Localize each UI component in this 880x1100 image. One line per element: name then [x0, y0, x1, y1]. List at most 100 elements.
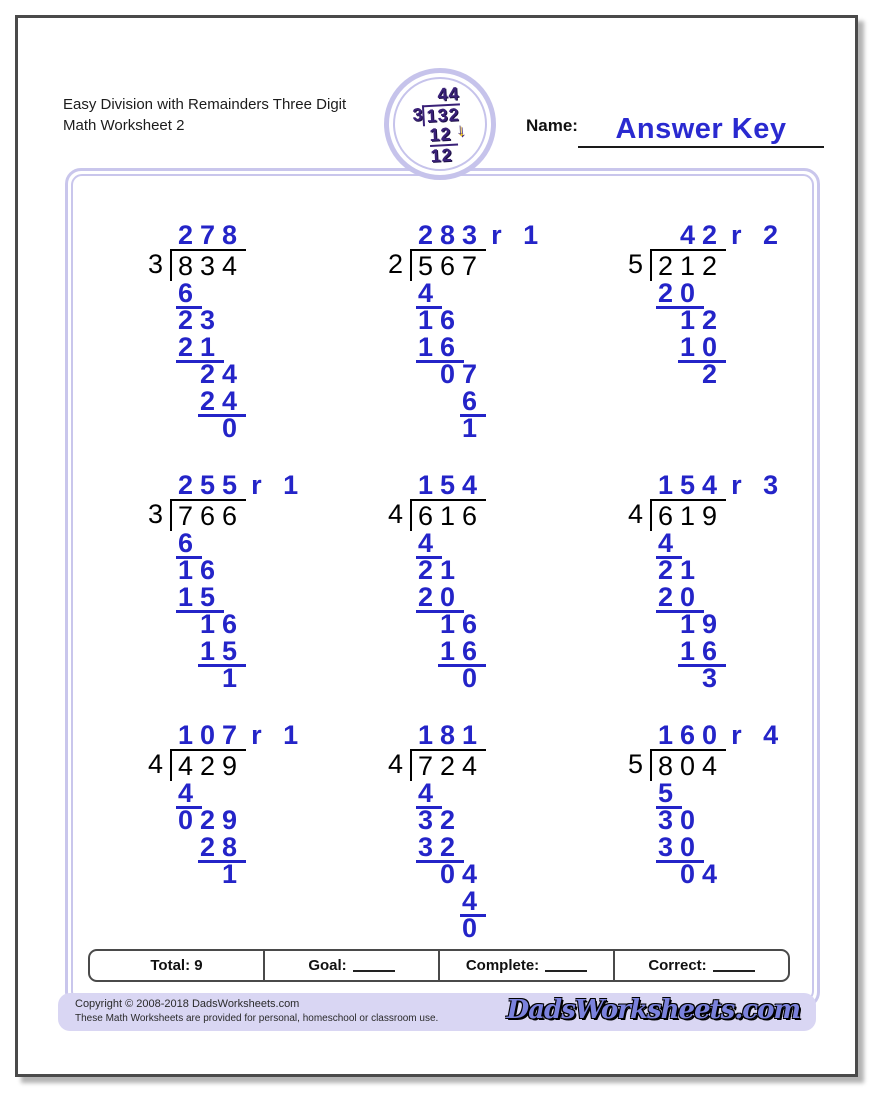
work-number: 4 [656, 528, 683, 559]
work-number: 21 [418, 555, 463, 585]
quotient-value: 278 [178, 220, 245, 250]
work-line: 5 [656, 780, 791, 809]
score-cell-total: Total: 9 [90, 951, 263, 980]
work-number: 6 [176, 528, 203, 559]
work-lines: 4 21 20 16 16 0 [388, 530, 551, 693]
work-line: 10 [658, 334, 791, 363]
dividend-row: 3 834 [148, 249, 311, 281]
answer-key-text: Answer Key [615, 113, 787, 145]
work-number: 16 [416, 332, 465, 363]
remainder-value: r 2 [731, 220, 786, 250]
work-number: 6 [460, 386, 487, 417]
score-cell-complete: Complete: [438, 951, 613, 980]
dividend-row: 4 619 [628, 499, 791, 531]
work-line: 15 [176, 582, 311, 613]
logo-dividend: 132 [421, 103, 462, 127]
division-problem: 107 r 1 4 429 4 029 28 1 [148, 722, 311, 972]
work-line: 6 [176, 280, 311, 309]
dividend-row: 5 804 [628, 749, 791, 781]
dividend-value: 834 [170, 249, 247, 281]
work-line: 04 [658, 859, 791, 889]
work-line: 4 [416, 280, 551, 309]
work-line: 3 [658, 663, 791, 693]
quotient-value: 283 [418, 220, 485, 250]
work-line: 6 [176, 528, 311, 559]
work-line: 20 [416, 584, 551, 613]
work-line: 20 [656, 584, 791, 613]
content-frame: 278 3 834 6 23 21 24 24 0 283 r 1 2 567 4 16 16… [65, 168, 820, 1008]
dividend-row: 4 724 [388, 749, 551, 781]
dividend-value: 766 [170, 499, 247, 531]
work-line: 4 [656, 528, 791, 559]
work-line: 4 [176, 780, 311, 809]
work-number: 04 [680, 859, 725, 889]
divisor-value: 3 [148, 499, 171, 529]
work-number: 3 [702, 663, 725, 693]
work-line: 23 [178, 307, 311, 335]
work-line: 21 [176, 334, 311, 363]
blank-line [712, 959, 755, 972]
work-number: 24 [198, 386, 247, 417]
work-number: 30 [656, 832, 705, 863]
work-number: 15 [176, 582, 225, 613]
work-number: 21 [658, 555, 703, 585]
divisor-value: 2 [388, 249, 411, 279]
score-label: Total: 9 [150, 957, 203, 974]
work-line: 28 [178, 832, 311, 863]
work-line: 30 [658, 807, 791, 835]
problems-grid: 278 3 834 6 23 21 24 24 0 283 r 1 2 567 4 16 16… [71, 222, 791, 972]
quotient-row: 278 [148, 222, 311, 249]
work-line: 4 [416, 780, 551, 809]
quotient-row: 160 r 4 [628, 722, 791, 749]
worksheet-title-line1: Easy Division with Remainders Three Digi… [63, 96, 347, 113]
footer-text: Copyright © 2008-2018 DadsWorksheets.com… [75, 998, 438, 1024]
quotient-value: 154 [658, 470, 725, 500]
divisor-value: 4 [388, 749, 411, 779]
work-number: 16 [418, 305, 463, 335]
logo-quotient: 44 [436, 83, 460, 105]
logo-division-art: 44 3 132 12 12 [411, 83, 485, 167]
work-line: 30 [656, 832, 791, 863]
work-lines: 5 30 30 04 [628, 780, 791, 889]
work-line: 20 [656, 280, 791, 309]
work-number: 32 [418, 805, 463, 835]
division-problem: 181 4 724 4 32 32 04 4 0 [388, 722, 551, 972]
work-line: 15 [178, 638, 311, 667]
work-line: 0 [418, 665, 551, 693]
work-line: 19 [658, 609, 791, 639]
work-line: 16 [418, 305, 551, 335]
work-line: 6 [418, 386, 551, 417]
dads-worksheets-logo-icon: 44 3 132 12 12 ↓ [384, 68, 496, 180]
work-line: 16 [658, 636, 791, 667]
work-line: 1 [178, 861, 311, 889]
score-label: Complete: [465, 957, 540, 974]
quotient-row: 283 r 1 [388, 222, 551, 249]
work-line: 1 [418, 415, 551, 443]
work-line: 16 [178, 557, 311, 585]
work-line: 21 [418, 555, 551, 585]
quotient-row: 154 [388, 472, 551, 499]
quotient-row: 154 r 3 [628, 472, 791, 499]
footer-band: Copyright © 2008-2018 DadsWorksheets.com… [58, 993, 816, 1031]
work-line: 029 [178, 807, 311, 835]
worksheet-title: Easy Division with Remainders Three Digi… [63, 94, 346, 136]
work-line: 0 [178, 413, 311, 443]
work-lines: 20 12 10 2 [628, 280, 791, 389]
work-number: 0 [222, 413, 245, 443]
work-number: 28 [198, 832, 247, 863]
work-line: 1 [178, 665, 311, 693]
work-number: 16 [678, 636, 727, 667]
work-number: 0 [462, 913, 485, 943]
divisor-value: 5 [628, 249, 651, 279]
logo-inner-ring [393, 77, 487, 171]
work-line: 16 [178, 611, 311, 639]
dividend-row: 4 616 [388, 499, 551, 531]
name-label: Name: [526, 116, 578, 135]
work-number: 19 [680, 609, 725, 639]
work-number: 04 [440, 859, 485, 889]
worksheet-title-line2: Math Worksheet 2 [63, 117, 185, 134]
quotient-row: 181 [388, 722, 551, 749]
work-line: 4 [416, 530, 551, 559]
dividend-value: 616 [410, 499, 487, 531]
quotient-row: 255 r 1 [148, 472, 311, 499]
